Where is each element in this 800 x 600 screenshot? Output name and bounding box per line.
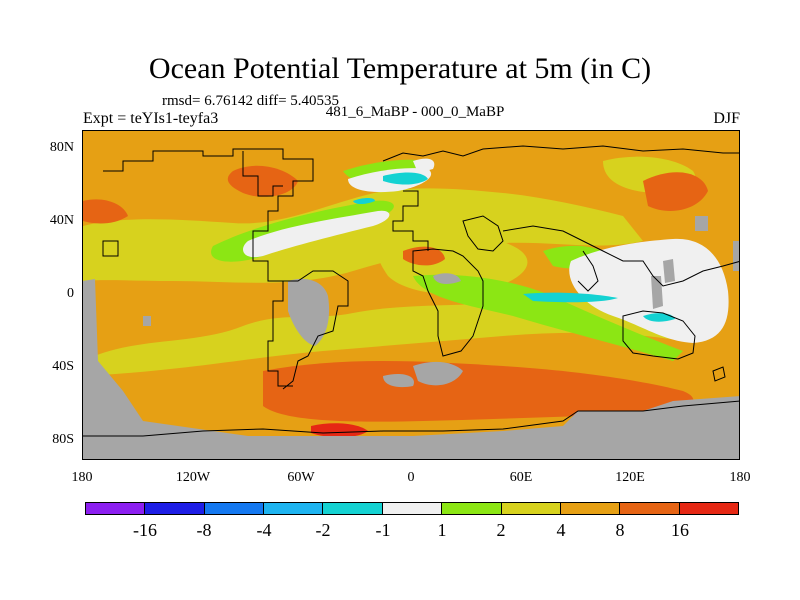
lat-tick-80s: 80S [52,432,74,447]
map-panel [82,130,740,460]
chart-title: Ocean Potential Temperature at 5m (in C) [148,52,652,85]
colorbar-segment [679,503,738,514]
lon-tick-120w: 120W [175,470,211,485]
anomaly-8-16-regions [83,165,708,422]
colorbar-label: 8 [615,520,625,540]
colorbar-segment [501,503,561,514]
colorbar-label: -8 [196,520,212,540]
lat-tick-40s: 40S [52,359,74,374]
colorbar-label: -1 [375,520,391,540]
colorbar-segment [382,503,443,514]
land-mask [83,216,739,459]
colorbar-segment [145,503,205,514]
colorbar-label: 16 [671,520,689,540]
colorbar-segment [264,503,324,514]
lat-tick-80n: 80N [49,140,74,155]
coastlines [83,145,739,437]
lat-tick-40n: 40N [49,213,74,228]
lon-tick-180w: 180 [71,470,93,485]
colorbar-segment [442,503,502,514]
lon-tick-60e: 60E [509,470,533,485]
season-label: DJF [713,110,740,127]
colorbar-label: 4 [556,520,566,540]
colorbar-label: -4 [256,520,272,540]
experiment-label: Expt = teYIs1-teyfa3 [83,110,219,127]
colorbar-segment [323,503,383,514]
lon-tick-60w: 60W [287,470,315,485]
colorbar-label: -2 [315,520,331,540]
colorbar-label: 2 [496,520,506,540]
stats-line: rmsd= 6.76142 diff= 5.40535 [162,93,340,109]
colorbar-segment [204,503,265,514]
lat-tick-0: 0 [67,286,74,301]
colorbar-segment [560,503,621,514]
lon-tick-180e: 180 [729,470,751,485]
colorbar-label: -16 [133,520,157,540]
colorbar [85,502,739,515]
colorbar-segment [620,503,680,514]
colorbar-segment [86,503,146,514]
colorbar-label: 1 [437,520,447,540]
period-line: 481_6_MaBP - 000_0_MaBP [325,104,505,120]
anomaly-neg1-neg2-regions [353,172,675,322]
lon-tick-0: 0 [407,470,415,485]
anomaly-map [83,131,739,459]
anomaly-above-16-regions [311,423,368,438]
lon-tick-120e: 120E [615,470,645,485]
